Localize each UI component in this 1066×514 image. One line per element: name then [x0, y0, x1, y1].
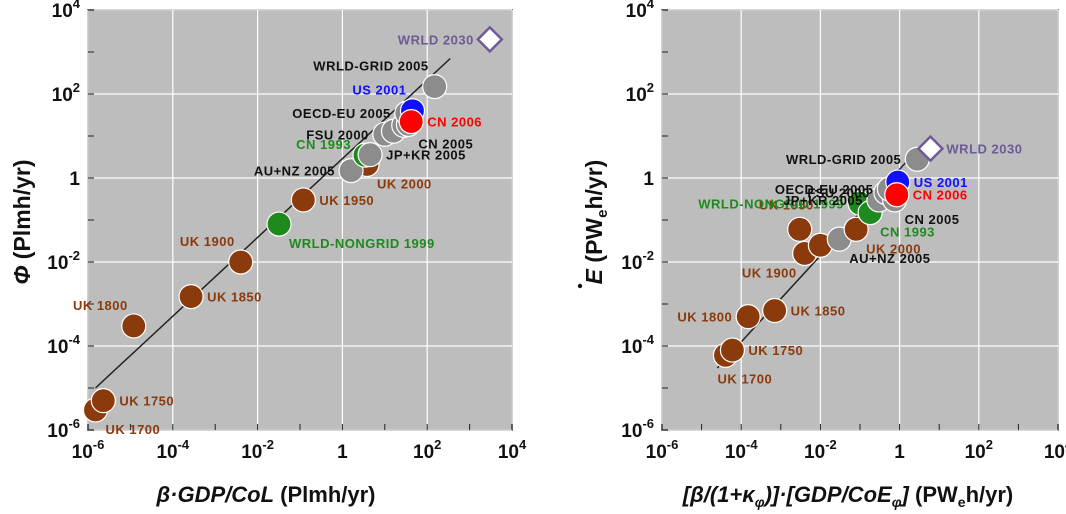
label-uk-1900: UK 1900 — [742, 265, 797, 280]
label-uk-1800: UK 1800 — [677, 310, 732, 325]
svg-text:E (PWeh/yr): E (PWeh/yr) — [581, 160, 611, 285]
label-wrld-grid-2005: WRLD-GRID 2005 — [313, 59, 428, 74]
point-uk-2000 — [843, 216, 869, 242]
label-uk-1750: UK 1750 — [119, 394, 174, 409]
label-au-nz-2005: AU+NZ 2005 — [254, 164, 335, 179]
point-uk-1950 — [290, 187, 316, 213]
label-cn-2006: CN 2006 — [913, 188, 968, 203]
x-tick-label: 1 — [337, 442, 348, 463]
y-tick-label: 1 — [643, 169, 654, 190]
x-axis-label-left: β·GDP/CoL (Plmh/yr) — [155, 482, 375, 507]
y-tick-label: 104 — [626, 0, 655, 22]
label-uk-1850: UK 1850 — [207, 290, 262, 305]
x-axis-label-right: [β/(1+κφ)]·[GDP/CoEφ] (PWeh/yr) — [682, 482, 1014, 510]
point-uk-1800 — [121, 313, 147, 339]
y-tick-label: 10-4 — [621, 332, 654, 358]
point-wrld-2030 — [476, 25, 504, 54]
y-tick-label: 10-2 — [47, 248, 80, 274]
y-tick-label: 10-6 — [47, 416, 80, 442]
label-uk-1950: UK 1950 — [759, 197, 814, 212]
x-tick-label: 104 — [1044, 437, 1066, 463]
point-uk-1900 — [228, 249, 254, 275]
point-wrld-nongrid-1999 — [266, 211, 292, 237]
label-oecd-eu-2005: OECD-EU 2005 — [292, 106, 390, 121]
grid-left — [87, 9, 513, 431]
label-uk-1800: UK 1800 — [73, 298, 128, 313]
label-uk-1750: UK 1750 — [748, 343, 803, 358]
y-axis-label-right: E (PWeh/yr) — [577, 160, 611, 289]
point-jp-kr-2005 — [357, 142, 383, 168]
label-jp-kr-2005: JP+KR 2005 — [386, 148, 466, 163]
y-tick-label: 1 — [69, 169, 80, 190]
y-axis-label-left: Φ (Plmh/yr) — [9, 160, 35, 285]
x-tick-label: 102 — [965, 437, 993, 463]
label-cn-2005: CN 2005 — [905, 212, 960, 227]
label-us-2001: US 2001 — [914, 175, 968, 190]
y-tick-labels-right: 10-6 10-4 10-2 1 102 104 — [621, 0, 654, 442]
x-tick-label: 10-2 — [241, 437, 274, 463]
points-left — [82, 25, 504, 423]
label-uk-1900: UK 1900 — [180, 234, 235, 249]
y-tick-label: 102 — [52, 80, 80, 106]
label-au-nz-2005: AU+NZ 2005 — [849, 251, 930, 266]
points-right — [712, 134, 945, 368]
point-cn-2006 — [884, 182, 910, 208]
label-uk-1850: UK 1850 — [791, 304, 846, 319]
label-uk-1700: UK 1700 — [717, 371, 772, 386]
point-wrld-grid-2005 — [422, 74, 448, 100]
point-uk-1800 — [735, 304, 761, 330]
x-tick-label: 1 — [894, 442, 905, 463]
label-wrld-grid-2005: WRLD-GRID 2005 — [786, 152, 901, 167]
label-cn-2005: CN 2005 — [418, 136, 473, 151]
ylabel-dot-accent — [577, 283, 583, 289]
label-fsu-2000: FSU 2000 — [807, 186, 870, 201]
point-labels-right: UK 1700 UK 1750 UK 1800 UK 1850 UK 1900 UK 19… — [677, 142, 1022, 387]
x-tick-label: 10-6 — [646, 437, 679, 463]
point-uk-1750 — [90, 388, 116, 414]
label-wrld-2030: WRLD 2030 — [946, 142, 1022, 157]
y-tick-label: 104 — [52, 0, 81, 22]
x-tick-labels-right: 10-6 10-4 10-2 1 102 104 — [646, 437, 1066, 463]
x-tick-label: 10-4 — [156, 437, 189, 463]
label-uk-1950: UK 1950 — [319, 193, 374, 208]
label-uk-1700: UK 1700 — [105, 422, 160, 437]
label-wrld-nongrid-1999: WRLD-NONGRID 1999 — [698, 196, 844, 211]
label-cn-1993: CN 1993 — [296, 137, 351, 152]
label-wrld-2030: WRLD 2030 — [398, 32, 474, 47]
y-tick-label: 10-6 — [621, 416, 654, 442]
x-tick-labels-left: 10-6 10-4 10-2 1 102 104 — [72, 437, 527, 463]
point-labels-left: UK 1700 UK 1750 UK 1800 UK 1850 UK 1900 UK 19… — [73, 32, 482, 437]
grid-right — [661, 9, 1059, 431]
point-uk-1750 — [719, 337, 746, 363]
y-tick-labels-left: 10-6 10-4 10-2 1 102 104 — [47, 0, 80, 442]
x-tick-label: 10-6 — [72, 437, 105, 463]
point-wrld-2030 — [916, 134, 945, 163]
point-cn-2006 — [398, 109, 424, 135]
chart-right: UK 1700 UK 1750 UK 1800 UK 1850 UK 1900 UK 19… — [577, 0, 1066, 510]
label-uk-2000: UK 2000 — [377, 176, 432, 191]
chart-left: UK 1700 UK 1750 UK 1800 UK 1850 UK 1900 UK 19… — [9, 0, 527, 507]
x-tick-label: 104 — [498, 437, 527, 463]
x-tick-label: 102 — [413, 437, 441, 463]
y-tick-label: 10-4 — [47, 332, 80, 358]
plot-area-left — [87, 9, 513, 431]
point-uk-1850 — [178, 284, 204, 310]
x-tick-label: 10-4 — [725, 437, 758, 463]
x-tick-label: 10-2 — [804, 437, 837, 463]
point-uk-1850 — [762, 297, 788, 324]
point-uk-1950 — [787, 216, 813, 242]
label-us-2001: US 2001 — [352, 83, 406, 98]
label-fsu-2000: FSU 2000 — [306, 127, 369, 142]
label-oecd-eu-2005: OECD-EU 2005 — [775, 182, 873, 197]
y-tick-label: 102 — [626, 80, 654, 106]
label-wrld-nongrid-1999: WRLD-NONGRID 1999 — [289, 236, 435, 251]
label-jp-kr-2005: JP+KR 2005 — [783, 193, 863, 208]
label-cn-2006: CN 2006 — [427, 115, 482, 130]
label-uk-2000: UK 2000 — [866, 241, 921, 256]
y-tick-label: 10-2 — [621, 248, 654, 274]
label-cn-1993: CN 1993 — [880, 225, 935, 240]
